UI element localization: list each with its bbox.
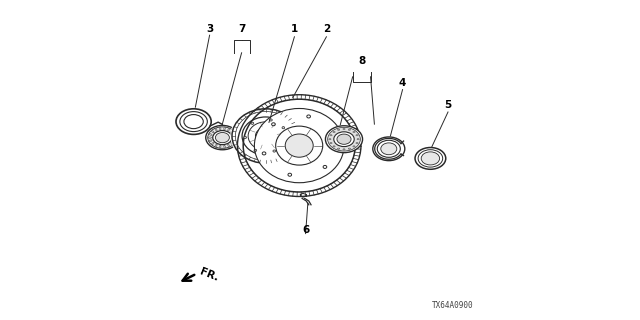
Ellipse shape bbox=[209, 133, 212, 135]
Ellipse shape bbox=[357, 139, 359, 140]
Ellipse shape bbox=[337, 148, 340, 149]
Ellipse shape bbox=[184, 115, 204, 129]
Ellipse shape bbox=[208, 127, 237, 148]
Ellipse shape bbox=[236, 112, 296, 161]
Ellipse shape bbox=[333, 146, 335, 147]
Ellipse shape bbox=[337, 129, 340, 130]
Ellipse shape bbox=[176, 109, 211, 134]
Ellipse shape bbox=[211, 131, 214, 133]
Ellipse shape bbox=[343, 128, 345, 130]
Ellipse shape bbox=[208, 137, 211, 138]
Ellipse shape bbox=[273, 150, 276, 152]
Text: 8: 8 bbox=[358, 56, 365, 66]
Ellipse shape bbox=[356, 135, 358, 136]
Ellipse shape bbox=[418, 150, 443, 167]
Text: 5: 5 bbox=[444, 100, 452, 110]
Ellipse shape bbox=[231, 142, 234, 145]
Text: TX64A0900: TX64A0900 bbox=[432, 301, 474, 310]
Ellipse shape bbox=[353, 146, 355, 147]
Ellipse shape bbox=[260, 131, 271, 141]
Ellipse shape bbox=[251, 122, 254, 124]
Ellipse shape bbox=[282, 127, 285, 129]
Ellipse shape bbox=[228, 128, 230, 131]
Ellipse shape bbox=[242, 117, 289, 155]
Ellipse shape bbox=[240, 96, 358, 195]
Ellipse shape bbox=[415, 148, 445, 169]
Text: 3: 3 bbox=[206, 24, 213, 34]
Ellipse shape bbox=[220, 145, 221, 148]
Ellipse shape bbox=[224, 145, 225, 148]
Ellipse shape bbox=[231, 131, 234, 133]
Ellipse shape bbox=[372, 137, 404, 161]
Ellipse shape bbox=[285, 134, 313, 157]
Ellipse shape bbox=[348, 129, 351, 130]
Ellipse shape bbox=[421, 152, 440, 165]
Ellipse shape bbox=[211, 142, 214, 145]
Text: 4: 4 bbox=[399, 78, 406, 88]
Ellipse shape bbox=[220, 127, 221, 130]
Ellipse shape bbox=[248, 122, 283, 150]
Ellipse shape bbox=[378, 140, 401, 157]
Text: 2: 2 bbox=[323, 24, 330, 34]
Ellipse shape bbox=[209, 140, 212, 142]
Ellipse shape bbox=[329, 139, 331, 140]
Ellipse shape bbox=[244, 136, 246, 139]
Ellipse shape bbox=[215, 144, 217, 147]
Ellipse shape bbox=[356, 142, 358, 144]
Ellipse shape bbox=[206, 125, 239, 150]
Text: 6: 6 bbox=[302, 225, 309, 235]
Text: 1: 1 bbox=[291, 24, 298, 34]
Ellipse shape bbox=[269, 119, 272, 121]
Ellipse shape bbox=[212, 131, 232, 145]
Ellipse shape bbox=[284, 140, 286, 143]
Ellipse shape bbox=[234, 137, 237, 138]
Ellipse shape bbox=[328, 127, 360, 151]
Ellipse shape bbox=[254, 149, 257, 151]
Ellipse shape bbox=[216, 132, 229, 143]
Text: FR.: FR. bbox=[198, 267, 220, 284]
Ellipse shape bbox=[337, 134, 351, 144]
Ellipse shape bbox=[215, 128, 217, 131]
Ellipse shape bbox=[343, 149, 345, 150]
Ellipse shape bbox=[334, 132, 354, 147]
Ellipse shape bbox=[232, 109, 300, 163]
Ellipse shape bbox=[330, 135, 332, 136]
Ellipse shape bbox=[330, 142, 332, 144]
Ellipse shape bbox=[180, 112, 207, 132]
Text: 7: 7 bbox=[238, 24, 245, 34]
Ellipse shape bbox=[230, 108, 301, 164]
Ellipse shape bbox=[233, 133, 236, 135]
Ellipse shape bbox=[254, 108, 344, 183]
Ellipse shape bbox=[276, 126, 323, 165]
Ellipse shape bbox=[228, 144, 230, 147]
Ellipse shape bbox=[233, 140, 236, 142]
Ellipse shape bbox=[348, 148, 351, 149]
Ellipse shape bbox=[224, 127, 225, 130]
Ellipse shape bbox=[381, 143, 397, 155]
Ellipse shape bbox=[326, 126, 362, 153]
Ellipse shape bbox=[255, 128, 276, 144]
